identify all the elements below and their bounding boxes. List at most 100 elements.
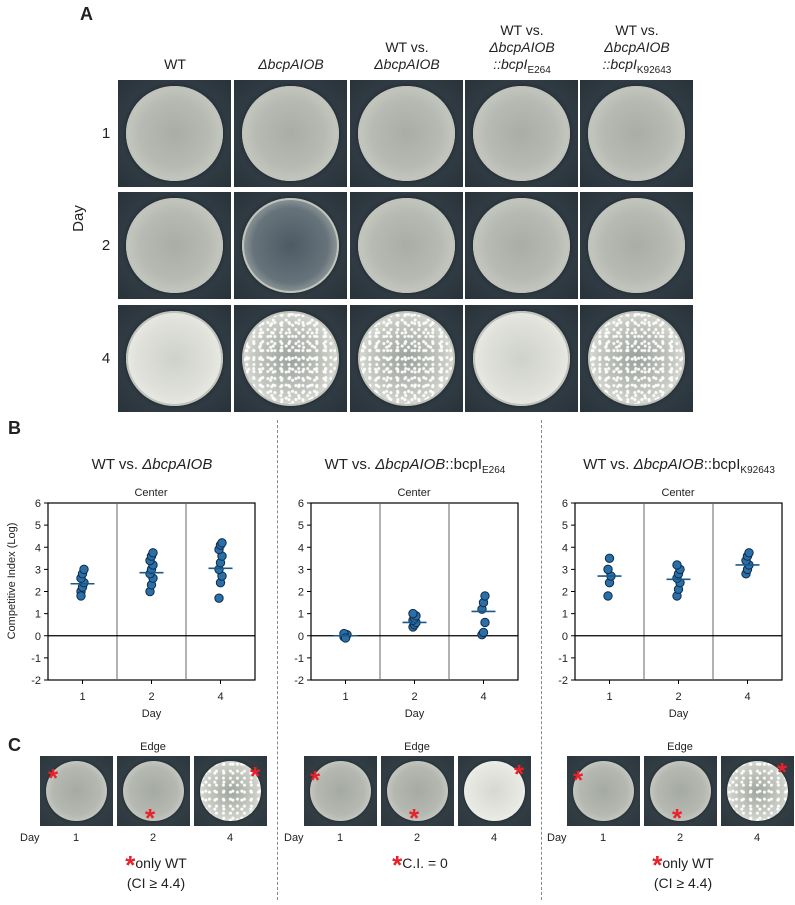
edge-plate-1-3: * (194, 756, 267, 826)
legend-line-2: (CI ≥ 4.4) (126, 875, 186, 891)
edge-plate-disc (573, 761, 634, 821)
chart-title-italic: ΔbcpAIOB (633, 456, 704, 473)
chart-title-1: WT vs. ΔbcpAIOB (32, 456, 272, 473)
column-header-subscript: K92643 (636, 64, 672, 76)
plate-disc (126, 86, 223, 181)
y-tick-label: -2 (31, 675, 41, 687)
x-tick-label: 1 (342, 691, 348, 703)
plate-disc (473, 311, 570, 406)
x-tick-label: 2 (411, 691, 417, 703)
legend-line-1: *only WT (613, 852, 753, 878)
legend-text: C.I. = 0 (402, 855, 448, 871)
legend-text: only WT (135, 855, 187, 871)
y-tick-label: 3 (562, 564, 568, 576)
plate-disc (242, 86, 339, 181)
divider-2 (541, 420, 542, 900)
plate-disc (126, 198, 223, 293)
x-tick-label: 4 (480, 691, 486, 703)
panel-b-letter: B (8, 418, 21, 438)
plate-image-r1-c3 (350, 80, 463, 187)
row-label-day-1: 1 (101, 125, 111, 142)
y-tick-label: 5 (562, 520, 568, 532)
red-asterisk-marker: * (514, 759, 525, 789)
legend-2: *C.I. = 0 (350, 852, 490, 878)
y-axis-text: Competitive Index (Log) (6, 522, 18, 640)
data-point (480, 617, 490, 628)
legend-3: *only WT (CI ≥ 4.4) (613, 852, 753, 892)
column-header-3-line1: WT vs. (352, 39, 462, 56)
x-axis-label: Day (669, 708, 689, 720)
edge-plate-3-1: * (567, 756, 640, 826)
legend-line-1: *only WT (86, 852, 226, 878)
y-tick-label: 4 (562, 542, 568, 554)
column-header-1: WT (120, 56, 230, 73)
y-tick-label: 6 (35, 498, 41, 510)
chart-svg-2: -2 -1 0 1 2 3 4 5 6 1 2 4 Day (294, 498, 519, 720)
edge-day-number: 4 (753, 832, 761, 844)
chart-title-prefix: WT vs. (583, 456, 634, 473)
y-tick-label: 3 (298, 564, 304, 576)
plate-image-r3-c1 (118, 305, 231, 412)
x-tick-label: 2 (675, 691, 681, 703)
edge-plate-disc (200, 761, 261, 821)
plate-image-r1-c2 (234, 80, 347, 187)
column-header-2: ΔbcpAIOB (236, 56, 346, 73)
edge-plate-disc (123, 761, 184, 821)
edge-day-number: 1 (336, 832, 344, 844)
chart-title-tail: ::bcpI (703, 456, 741, 473)
plate-image-r3-c2 (234, 305, 347, 412)
y-tick-label: 1 (298, 609, 304, 621)
data-point (214, 593, 224, 603)
plate-image-r3-c5 (580, 305, 693, 412)
data-point (603, 591, 613, 601)
legend-asterisk: * (652, 850, 663, 880)
x-tick-label: 2 (148, 691, 154, 703)
legend-line-1: *C.I. = 0 (350, 852, 490, 878)
y-tick-label: -1 (558, 653, 568, 665)
chart-title-sub: K92643 (740, 465, 775, 476)
y-tick-label: -2 (294, 675, 304, 687)
edge-label-2: Edge (404, 741, 430, 753)
edge-day-number: 2 (149, 832, 157, 844)
y-tick-label: 5 (35, 520, 41, 532)
column-header-text: WT vs. (500, 22, 544, 38)
plate-image-r2-c2 (234, 192, 347, 299)
edge-day-label: Day (284, 832, 304, 844)
red-asterisk-marker: * (145, 803, 156, 826)
y-tick-label: -1 (31, 653, 41, 665)
divider-1 (277, 420, 278, 900)
y-tick-label: 2 (562, 587, 568, 599)
edge-plate-2-1: * (304, 756, 377, 826)
edge-plate-3-2: * (644, 756, 717, 826)
red-asterisk-marker: * (48, 763, 59, 793)
panel-a-letter: A (80, 4, 93, 24)
data-point (217, 538, 227, 548)
y-tick-label: 2 (298, 587, 304, 599)
edge-plate-2-2: * (381, 756, 454, 826)
chart-svg-1: -2 -1 0 1 2 3 4 5 6 1 2 4 Day (31, 498, 256, 720)
edge-day-label: Day (547, 832, 567, 844)
red-asterisk-marker: * (672, 803, 683, 826)
plot-frame (310, 502, 519, 681)
plate-disc (358, 86, 455, 181)
y-tick-label: 5 (298, 520, 304, 532)
column-header-text: WT vs. (385, 39, 429, 55)
chart-title-prefix: WT vs. (91, 456, 143, 473)
edge-plate-1-2: * (117, 756, 190, 826)
y-tick-label: 1 (35, 609, 41, 621)
plate-image-r2-c3 (350, 192, 463, 299)
day-axis-text: Day (69, 205, 87, 232)
column-header-5: WT vs. ΔbcpAIOB::bcpIK92643 (582, 22, 692, 79)
legend-line-2: (CI ≥ 4.4) (653, 875, 713, 891)
legend-asterisk: * (392, 850, 403, 880)
y-tick-label: 0 (35, 631, 41, 643)
edge-day-label: Day (20, 832, 40, 844)
x-tick-label: 4 (744, 691, 750, 703)
chart-title-3: WT vs. ΔbcpAIOB::bcpIK92643 (559, 456, 795, 476)
plate-image-r2-c1 (118, 192, 231, 299)
column-header-text: ::bcpI (493, 56, 528, 72)
column-header-text: ΔbcpAIOB (374, 56, 440, 72)
column-header-4-line2: ΔbcpAIOB (467, 39, 577, 56)
data-point (478, 627, 489, 638)
column-header-text: ΔbcpAIOB (604, 39, 670, 55)
